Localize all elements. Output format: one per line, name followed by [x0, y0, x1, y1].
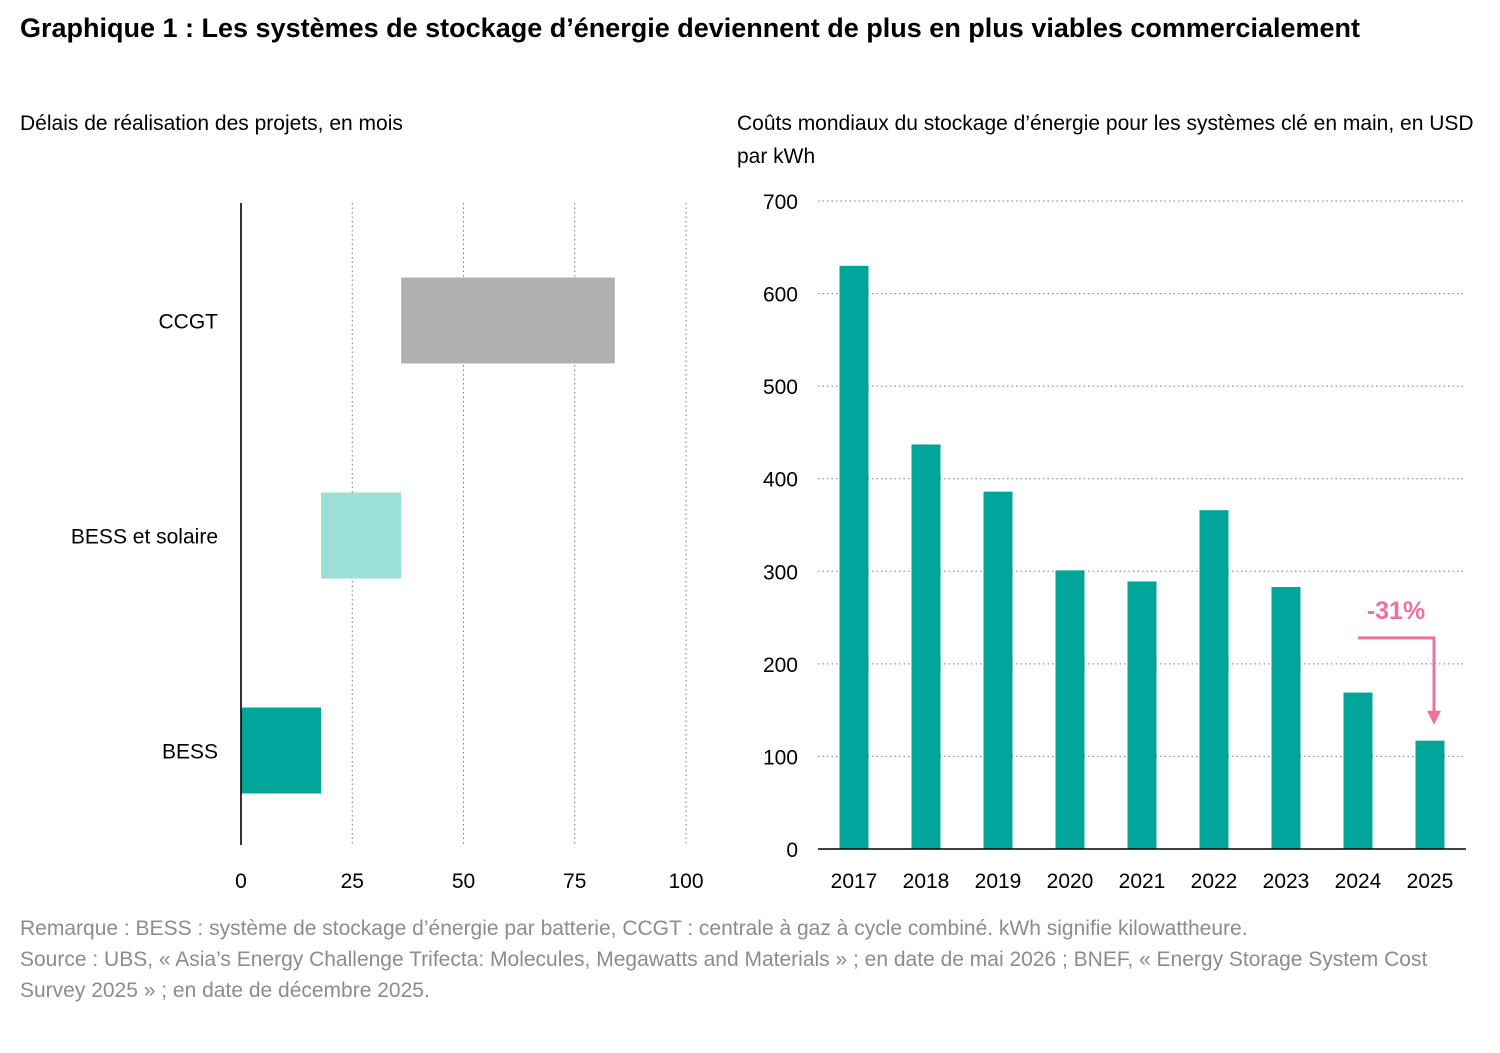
left-chart-subtitle: Délais de réalisation des projets, en mo…	[20, 112, 403, 135]
remark-note: Remarque : BESS : système de stockage d’…	[20, 917, 1248, 940]
left-range-bar	[241, 707, 322, 794]
cost-bar	[983, 491, 1013, 849]
left-x-tick-label: 50	[452, 870, 475, 893]
left-x-tick-label: 100	[668, 870, 703, 893]
right-y-tick-label: 300	[763, 561, 798, 584]
cost-bar	[1343, 692, 1373, 849]
left-range-bar	[321, 492, 402, 579]
cost-bar	[1199, 510, 1229, 849]
right-x-tick-label: 2023	[1263, 870, 1310, 893]
right-y-tick-label: 700	[763, 191, 798, 214]
right-y-tick-label: 400	[763, 469, 798, 492]
right-x-tick-label: 2017	[831, 870, 878, 893]
cost-bar	[839, 265, 869, 849]
cost-bar	[1415, 740, 1445, 849]
right-y-tick-label: 600	[763, 284, 798, 307]
left-range-bar	[401, 277, 615, 364]
right-y-tick-label: 500	[763, 376, 798, 399]
left-category-label: BESS	[162, 741, 218, 764]
right-x-tick-label: 2019	[975, 870, 1022, 893]
right-chart-subtitle: Coûts mondiaux du stockage d’énergie pou…	[737, 112, 1474, 168]
source-note: Source : UBS, « Asia’s Energy Challenge …	[20, 948, 1428, 1002]
cost-bar	[1127, 581, 1157, 849]
left-category-label: CCGT	[159, 311, 219, 334]
cost-bar	[911, 444, 941, 849]
cost-bar	[1271, 587, 1301, 849]
left-category-label: BESS et solaire	[71, 526, 218, 549]
right-x-tick-label: 2018	[903, 870, 950, 893]
left-x-tick-label: 25	[341, 870, 364, 893]
cost-bar	[1055, 570, 1085, 849]
right-x-tick-label: 2022	[1191, 870, 1238, 893]
right-y-tick-label: 200	[763, 654, 798, 677]
right-x-tick-label: 2024	[1335, 870, 1382, 893]
right-x-tick-label: 2020	[1047, 870, 1094, 893]
right-y-tick-label: 100	[763, 746, 798, 769]
right-x-tick-label: 2021	[1119, 870, 1166, 893]
change-arrow	[1358, 636, 1436, 713]
right-y-tick-label: 0	[786, 839, 798, 862]
left-x-tick-label: 0	[235, 870, 247, 893]
change-arrowhead	[1427, 710, 1441, 725]
chart-title: Graphique 1 : Les systèmes de stockage d…	[20, 13, 1360, 43]
footnotes: Remarque : BESS : système de stockage d’…	[20, 913, 1460, 1006]
left-x-tick-label: 75	[563, 870, 586, 893]
change-label: -31%	[1367, 597, 1425, 625]
right-x-tick-label: 2025	[1407, 870, 1454, 893]
